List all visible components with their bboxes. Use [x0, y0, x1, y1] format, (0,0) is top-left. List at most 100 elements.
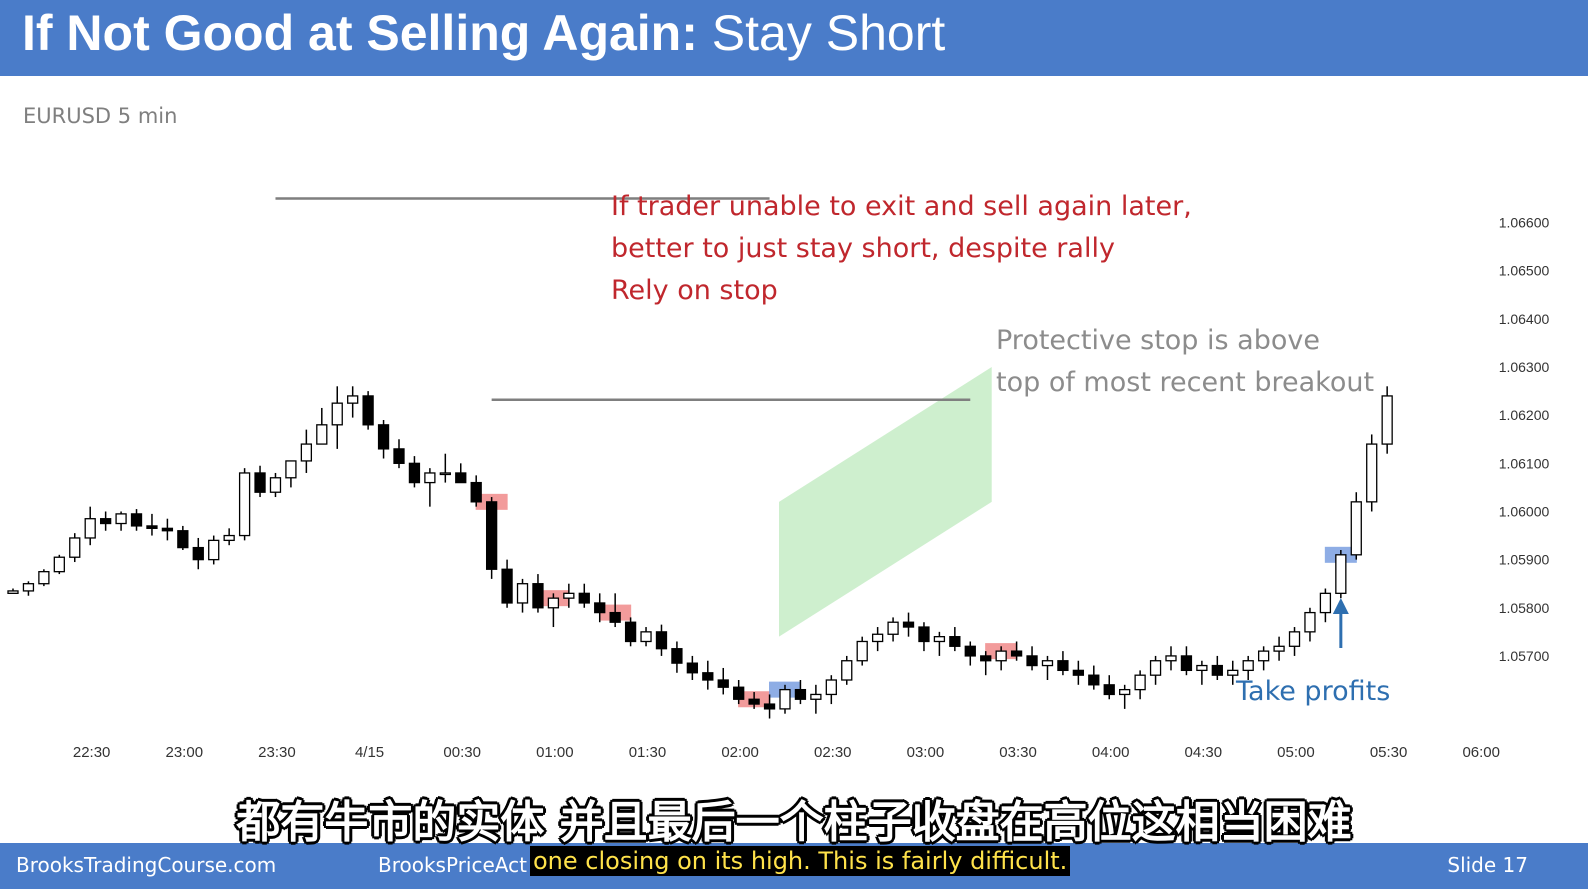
bull-candle	[1119, 688, 1131, 696]
slide-title: If Not Good at Selling Again: Stay Short	[22, 2, 945, 64]
y-tick-label: 1.05800	[1499, 600, 1550, 616]
take-profits-label: Take profits	[1236, 676, 1391, 707]
x-tick-label: 03:30	[999, 744, 1037, 761]
bear-candle	[763, 703, 776, 710]
bear-candle	[161, 527, 174, 532]
x-tick-label: 05:00	[1277, 744, 1315, 761]
bull-candle	[300, 443, 313, 462]
gray-annotation-line: top of most recent breakout	[996, 367, 1375, 398]
bear-candle	[964, 645, 976, 657]
x-tick-label: 03:00	[907, 744, 945, 761]
bull-candle	[516, 583, 529, 604]
bull-channel	[779, 367, 992, 637]
bull-candle	[1134, 674, 1146, 691]
x-tick-label: 04:00	[1092, 744, 1130, 761]
red-annotation-line: If trader unable to exit and sell again …	[611, 191, 1192, 222]
bull-candle	[439, 472, 451, 476]
bull-candle	[285, 460, 297, 479]
x-tick-label: 02:00	[721, 744, 759, 761]
bear-candle	[594, 602, 606, 614]
candlestick-chart: 1.06600 1.06500 1.06400 1.06300 1.06200 1.061…	[7, 197, 1550, 761]
y-tick-label: 1.06500	[1499, 263, 1550, 279]
x-tick-label: 23:00	[166, 744, 204, 761]
bull-candle	[1041, 660, 1054, 667]
x-tick-label: 22:30	[73, 744, 111, 761]
bear-candle	[624, 621, 637, 643]
y-tick-label: 1.05900	[1499, 552, 1550, 568]
bull-candle	[1257, 650, 1270, 662]
bull-candle	[38, 571, 50, 585]
bear-candle	[671, 648, 683, 664]
x-tick-label: 4/15	[355, 744, 384, 761]
bull-candle	[1242, 660, 1254, 672]
x-tick-label: 02:30	[814, 744, 852, 761]
bear-candle	[177, 530, 189, 549]
slide-title-bold: If Not Good at Selling Again:	[22, 5, 698, 61]
bull-candle	[1319, 592, 1332, 614]
bull-candle	[53, 556, 65, 573]
bear-candle	[470, 481, 482, 503]
bull-candle	[779, 688, 791, 710]
y-tick-label: 1.06300	[1499, 359, 1550, 375]
bear-candle	[918, 626, 930, 643]
bear-candle	[717, 679, 729, 688]
bear-candle	[393, 448, 405, 464]
bull-candle	[563, 592, 575, 599]
red-annotation: If trader unable to exit and sell again …	[611, 186, 1192, 312]
bull-candle	[84, 518, 96, 539]
bull-candle	[547, 597, 560, 609]
bull-candle	[1288, 631, 1301, 647]
x-tick-label: 06:00	[1462, 744, 1500, 761]
bull-candle	[1149, 660, 1162, 676]
y-tick-label: 1.06000	[1499, 503, 1550, 519]
bull-candle	[856, 640, 868, 662]
bear-candle	[748, 698, 760, 705]
bull-candle	[1165, 655, 1177, 662]
bear-candle	[733, 686, 745, 700]
bull-candle	[331, 402, 343, 426]
bear-candle	[192, 546, 204, 561]
y-tick-label: 1.06600	[1499, 215, 1550, 231]
bear-candle	[485, 501, 498, 570]
bear-candle	[254, 472, 266, 493]
bull-candle	[1350, 501, 1362, 556]
bull-candle	[223, 534, 235, 542]
subtitle-english: one closing on its high. This is fairly …	[530, 846, 1071, 876]
bear-candle	[1088, 674, 1100, 686]
bull-candle	[269, 477, 282, 493]
bull-candle	[424, 472, 436, 484]
bear-candle	[686, 662, 699, 674]
y-tick-label: 1.06200	[1499, 407, 1550, 423]
bear-candle	[130, 513, 143, 527]
bull-candle	[347, 395, 359, 404]
x-tick-label: 23:30	[258, 744, 296, 761]
bear-candle	[1026, 655, 1038, 667]
bear-candle	[455, 472, 467, 484]
bull-candle	[1366, 443, 1378, 503]
bull-candle	[640, 631, 652, 643]
red-annotation-line: better to just stay short, despite rally	[611, 233, 1115, 264]
gray-annotation-line: Protective stop is above	[996, 325, 1320, 356]
bull-candle	[995, 650, 1007, 662]
bull-candle	[22, 583, 35, 592]
slide-number: Slide 17	[1447, 853, 1528, 877]
bear-candle	[99, 518, 112, 525]
bull-candle	[887, 621, 899, 635]
bull-candle	[238, 472, 251, 537]
y-tick-label: 1.06400	[1499, 311, 1550, 327]
bull-candle	[1381, 395, 1393, 445]
x-tick-label: 01:00	[536, 744, 574, 761]
y-tick-label: 1.06100	[1499, 455, 1550, 471]
subtitle-chinese: 都有牛市的实体 并且最后一个柱子收盘在高位这相当困难	[236, 797, 1352, 848]
arrow-head	[1332, 598, 1349, 614]
x-tick-label: 04:30	[1185, 744, 1223, 761]
red-annotation-line: Rely on stop	[611, 275, 778, 306]
bull-candle	[1273, 645, 1285, 652]
chart-title: EURUSD 5 min	[23, 104, 178, 128]
footer-website: BrooksTradingCourse.com	[16, 853, 277, 877]
bear-candle	[794, 688, 807, 700]
bull-candle	[208, 539, 220, 561]
x-tick-label: 01:30	[629, 744, 667, 761]
bear-candle	[1072, 669, 1085, 676]
bear-candle	[1057, 660, 1069, 672]
